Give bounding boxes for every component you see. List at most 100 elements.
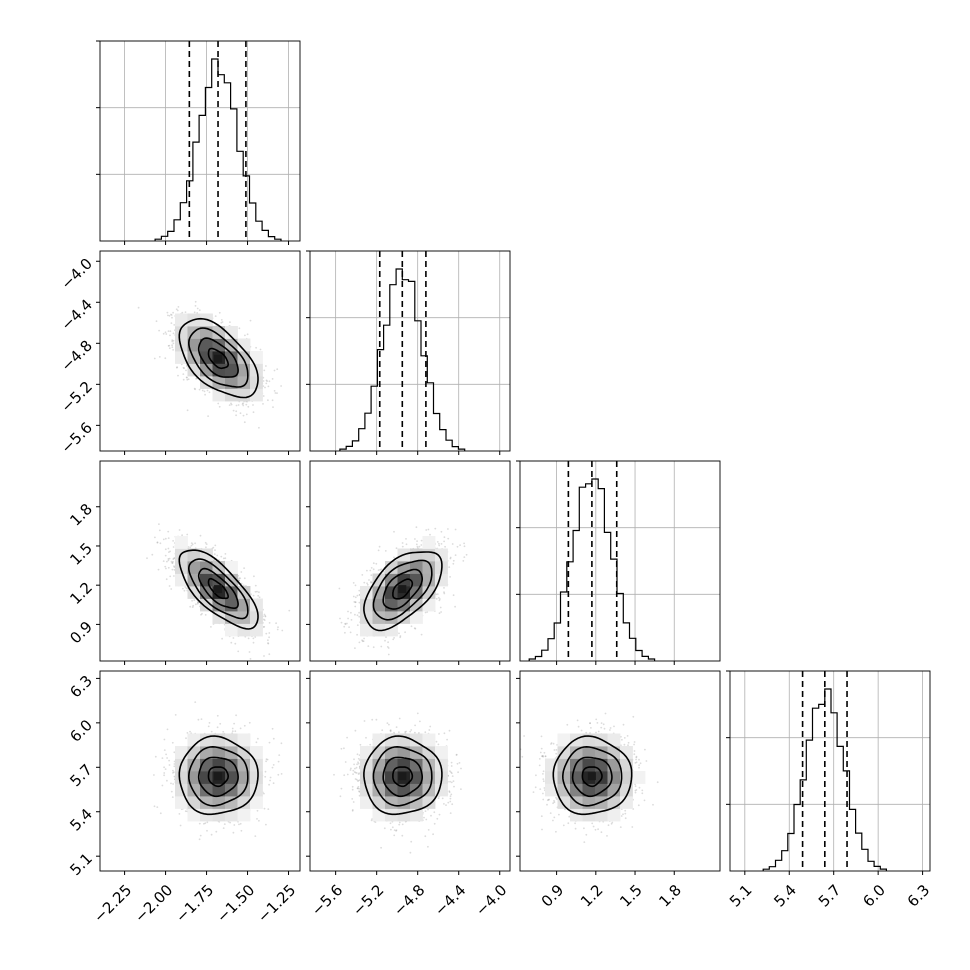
scatter-point [151, 553, 154, 556]
density-cell [175, 313, 188, 327]
scatter-point [263, 369, 266, 372]
scatter-point [238, 327, 241, 330]
scatter-point [248, 651, 251, 653]
scatter-point [164, 548, 167, 551]
scatter-point [158, 529, 161, 532]
scatter-point [173, 568, 176, 571]
scatter-point [235, 414, 238, 417]
scatter-point [358, 594, 361, 596]
scatter-point [224, 557, 227, 560]
scatter-point [262, 403, 264, 405]
scatter-point [186, 378, 189, 381]
scatter-point [385, 636, 387, 638]
scatter-point [172, 540, 175, 542]
scatter-point [158, 329, 161, 332]
density-cell [175, 351, 188, 364]
scatter-point [352, 582, 355, 584]
scatter-point [172, 557, 175, 560]
scatter-point [194, 388, 197, 391]
scatter-point [438, 599, 441, 602]
scatter-point [220, 321, 223, 324]
scatter-point [157, 568, 160, 571]
scatter-point [252, 404, 254, 406]
scatter-point [274, 392, 277, 394]
scatter-point [217, 402, 220, 405]
scatter-point [268, 632, 271, 634]
scatter-point [205, 546, 207, 549]
scatter-point [210, 626, 212, 628]
density-cell [175, 573, 188, 587]
scatter-point [170, 560, 173, 563]
scatter-point [228, 404, 231, 406]
scatter-point [264, 386, 266, 389]
scatter-point [356, 633, 358, 636]
scatter-point [164, 565, 167, 568]
scatter-point [167, 345, 170, 347]
scatter-point [268, 636, 270, 639]
scatter-point [273, 390, 276, 392]
density-cell [200, 598, 213, 612]
scatter-point [172, 311, 175, 314]
scatter-point [172, 339, 175, 342]
scatter-point [405, 543, 408, 546]
scatter-point [182, 378, 185, 381]
scatter-point [166, 560, 168, 563]
scatter-point [213, 553, 216, 555]
contour-0.5sigma [207, 347, 230, 370]
scatter-point [164, 537, 167, 540]
scatter-point [354, 647, 356, 649]
density-cell [212, 363, 226, 377]
scatter-point [185, 587, 188, 590]
scatter-point [191, 599, 194, 602]
scatter-point [170, 314, 173, 316]
scatter-point [196, 602, 199, 605]
density-cell [200, 573, 213, 587]
scatter-point [268, 653, 271, 656]
scatter-point [438, 544, 441, 547]
scatter-point [234, 642, 237, 645]
scatter-point [340, 621, 343, 624]
contour-1.5sigma [187, 558, 249, 620]
scatter-point [240, 582, 243, 585]
scatter-point [416, 540, 418, 542]
scatter-point [175, 308, 178, 311]
scatter-point [265, 379, 268, 382]
scatter-point [186, 533, 189, 536]
density-cell [250, 376, 263, 389]
scatter-point [172, 332, 175, 335]
scatter-point [267, 639, 269, 642]
scatter-point [182, 366, 185, 369]
scatter-point [281, 629, 284, 632]
scatter-point [200, 613, 202, 616]
scatter-point [443, 540, 445, 543]
scatter-point [173, 566, 176, 569]
scatter-point [243, 577, 246, 580]
density-cell [237, 338, 251, 352]
scatter-point [238, 579, 240, 582]
scatter-point [172, 546, 175, 548]
scatter-point [350, 611, 352, 614]
scatter-point [268, 380, 271, 383]
scatter-point [256, 590, 258, 593]
density-cell [250, 351, 263, 364]
scatter-point [201, 389, 204, 392]
scatter-point [186, 376, 188, 379]
scatter-point [187, 378, 190, 381]
scatter-point [262, 395, 265, 397]
scatter-point [232, 637, 235, 639]
scatter-point [242, 404, 245, 407]
scatter-point [242, 584, 245, 587]
scatter-point [344, 631, 346, 634]
scatter-point [182, 587, 184, 590]
density-cell [225, 623, 238, 637]
scatter-point [189, 605, 192, 608]
scatter-point [172, 558, 175, 560]
scatter-point [198, 309, 201, 312]
scatter-point [266, 380, 268, 382]
scatter-point [214, 315, 217, 317]
density-cell [187, 338, 201, 352]
scatter-point [416, 545, 419, 548]
scatter-point [203, 390, 206, 393]
scatter-point [170, 588, 173, 590]
scatter-point [434, 527, 437, 530]
